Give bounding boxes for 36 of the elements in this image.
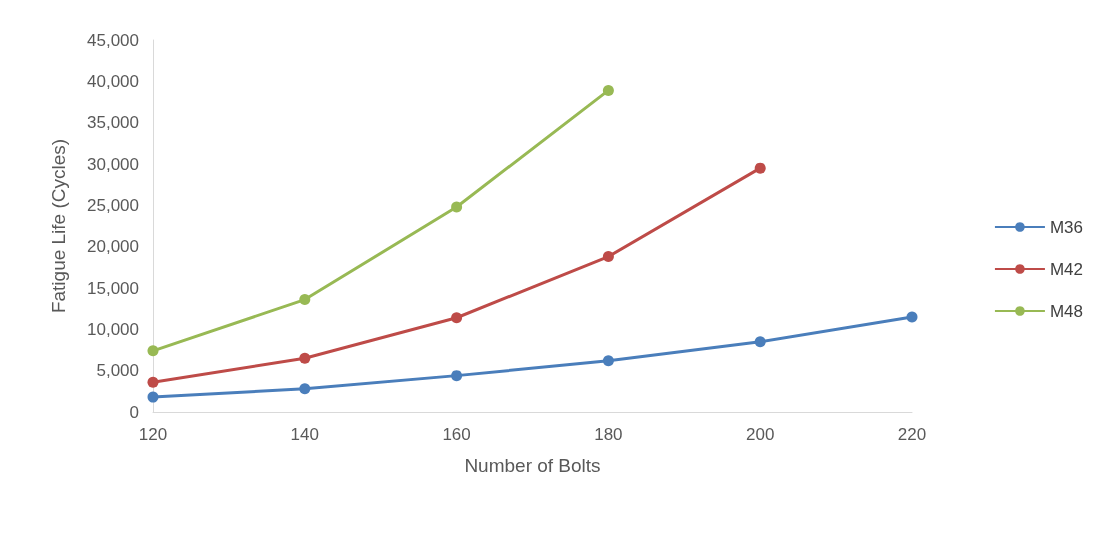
point (602, 355, 614, 367)
point (147, 376, 159, 388)
point (299, 383, 311, 395)
y-tick-label: 20,000 (87, 237, 139, 257)
point (754, 162, 766, 174)
point (147, 345, 159, 357)
y-tick-label: 25,000 (87, 195, 139, 215)
y-tick-label: 0 (129, 402, 139, 422)
y-tick-label: 5,000 (96, 361, 139, 381)
y-tick-label: 10,000 (87, 319, 139, 339)
point (906, 311, 918, 323)
x-tick-label: 200 (746, 425, 775, 444)
point (451, 201, 463, 213)
y-tick-label: 35,000 (87, 113, 139, 133)
x-tick-label: 220 (897, 425, 927, 444)
y-tick-label: 45,000 (87, 30, 139, 50)
x-tick-label: 140 (290, 425, 319, 444)
y-tick-label: 15,000 (87, 278, 139, 298)
y-tick-label: 30,000 (87, 154, 139, 174)
y-axis-title: Fatigue Life (Cycles) (48, 138, 69, 314)
x-tick-label: 160 (442, 425, 471, 444)
point (451, 312, 463, 324)
x-tick-label: 180 (594, 425, 623, 444)
point (602, 251, 614, 263)
point (602, 84, 614, 96)
point (299, 294, 311, 306)
legend-label: M36 (1049, 217, 1084, 237)
point (147, 391, 159, 403)
legend-label: M48 (1049, 301, 1084, 321)
x-tick-label: 120 (138, 425, 168, 444)
y-tick-label: 40,000 (87, 71, 139, 91)
point (451, 370, 463, 382)
legend-label: M42 (1049, 259, 1084, 279)
point (299, 352, 311, 364)
x-axis-title: Number of Bolts (464, 455, 601, 476)
point (754, 336, 766, 348)
